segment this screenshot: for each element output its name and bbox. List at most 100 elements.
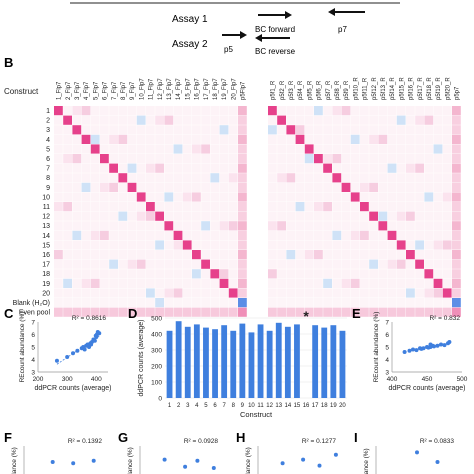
heatmap-cell — [360, 173, 369, 183]
heatmap-row-label: 3 — [46, 127, 50, 134]
heatmap-cell — [63, 278, 72, 288]
heatmap-cell — [378, 298, 388, 308]
heatmap-cell — [360, 144, 369, 154]
heatmap-cell — [415, 298, 424, 308]
data-point — [428, 342, 433, 347]
heatmap-cell — [54, 202, 63, 212]
heatmap-cell — [127, 288, 137, 298]
heatmap-cell — [332, 192, 342, 202]
heatmap-cell — [452, 154, 461, 164]
heatmap-cell — [173, 250, 183, 260]
heatmap-cell — [442, 154, 452, 164]
heatmap-cell — [406, 298, 415, 308]
heatmap-cell — [100, 269, 109, 279]
right-column-label: p5f16_R — [409, 77, 415, 100]
heatmap-cell — [277, 173, 286, 183]
heatmap-cell — [155, 298, 164, 308]
heatmap-cell — [136, 154, 146, 164]
heatmap-cell — [182, 106, 192, 116]
heatmap-cell — [164, 269, 174, 279]
data-point — [442, 343, 447, 348]
heatmap-cell — [127, 221, 137, 231]
heatmap-cell — [396, 240, 406, 250]
heatmap-cell — [369, 259, 378, 269]
heatmap-row-label: 1 — [46, 108, 50, 115]
y-tick-label: 200 — [151, 364, 162, 371]
heatmap-cell — [72, 240, 82, 250]
heatmap-cell — [314, 240, 323, 250]
heatmap-cell — [369, 307, 378, 317]
x-tick-label: 400 — [387, 376, 398, 383]
heatmap-cell — [360, 269, 369, 279]
heatmap-cell — [323, 298, 332, 308]
heatmap-cell — [415, 106, 424, 116]
heatmap-cell — [341, 163, 351, 173]
heatmap-cell — [314, 230, 323, 240]
heatmap-cell — [173, 134, 183, 144]
heatmap-cell — [286, 192, 296, 202]
heatmap-cell — [286, 221, 296, 231]
heatmap-cell — [424, 163, 434, 173]
heatmap-cell — [219, 182, 229, 192]
heatmap-cell — [164, 173, 174, 183]
heatmap-cell — [219, 259, 229, 269]
heatmap-cell — [387, 221, 397, 231]
y-tick-label: 6 — [31, 332, 35, 339]
heatmap-cell — [90, 211, 100, 221]
heatmap-cell — [396, 288, 406, 298]
left-column-label: 4_Flp7 — [84, 81, 90, 100]
y-axis-label: ddPCR counts (average) — [138, 319, 145, 396]
heatmap-cell — [146, 134, 155, 144]
heatmap-cell — [164, 182, 174, 192]
left-column-label: 19_Flp7 — [222, 78, 228, 100]
heatmap-cell — [332, 240, 342, 250]
heatmap-cell — [100, 163, 109, 173]
heatmap-cell — [228, 154, 238, 164]
heatmap-cell — [155, 230, 164, 240]
data-point — [75, 348, 80, 353]
heatmap-cell — [378, 115, 388, 125]
heatmap-cell — [332, 154, 342, 164]
heatmap-cell — [164, 144, 174, 154]
bar — [339, 330, 346, 398]
heatmap-cell — [369, 115, 378, 125]
heatmap-cell — [304, 182, 314, 192]
heatmap-cell — [433, 288, 443, 298]
heatmap-cell — [210, 288, 220, 298]
x-tick-label: 300 — [62, 376, 73, 383]
heatmap-cell — [201, 288, 210, 298]
heatmap-cell — [109, 125, 118, 135]
heatmap-cell — [360, 211, 369, 221]
heatmap-cell — [369, 240, 378, 250]
heatmap-cell — [146, 115, 155, 125]
heatmap-cell — [127, 134, 137, 144]
heatmap-cell — [238, 230, 247, 240]
heatmap-cell — [442, 269, 452, 279]
heatmap-cell — [72, 259, 82, 269]
heatmap-cell — [90, 288, 100, 298]
heatmap-cell — [100, 307, 109, 317]
x-tick-label: 12 — [266, 403, 273, 409]
heatmap-cell — [360, 163, 369, 173]
heatmap-cell — [452, 259, 461, 269]
heatmap-cell — [369, 106, 378, 116]
heatmap-cell — [81, 221, 91, 231]
heatmap-cell — [127, 298, 137, 308]
heatmap-cell — [452, 134, 461, 144]
heatmap-cell — [433, 163, 443, 173]
heatmap-cell — [350, 240, 360, 250]
heatmap-cell — [146, 230, 155, 240]
heatmap-cell — [295, 115, 305, 125]
heatmap-cell — [314, 125, 323, 135]
heatmap-cell — [314, 115, 323, 125]
heatmap-cell — [277, 211, 286, 221]
heatmap-cell — [360, 230, 369, 240]
heatmap-cell — [192, 269, 201, 279]
heatmap-cell — [415, 221, 424, 231]
heatmap-cell — [192, 221, 201, 231]
heatmap-cell — [442, 288, 452, 298]
heatmap-cell — [341, 125, 351, 135]
heatmap-cell — [155, 192, 164, 202]
heatmap-cell — [182, 307, 192, 317]
left-column-label: 9_Flp7 — [130, 81, 136, 100]
